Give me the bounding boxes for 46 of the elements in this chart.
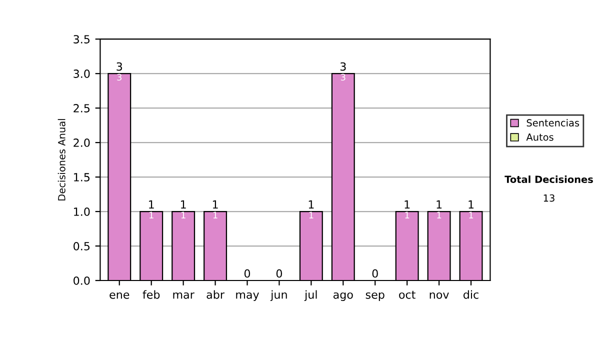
x-tick-label: jul: [304, 290, 317, 301]
y-tick-label: 1.5: [74, 173, 90, 182]
y-tick-label: 2.5: [74, 104, 90, 112]
data-label: 1: [405, 212, 410, 218]
data-label: 1: [213, 212, 218, 218]
legend-label: Autos: [526, 134, 554, 141]
total-label: 1: [404, 200, 410, 209]
total-label: 1: [149, 200, 154, 209]
x-tick-label: may: [236, 292, 260, 301]
x-tick-label: nov: [430, 292, 449, 299]
y-tick-label: 3.5: [74, 35, 90, 44]
data-label: 1: [149, 212, 154, 218]
data-label: 1: [309, 212, 314, 218]
x-tick-label: abr: [206, 290, 224, 299]
x-tick-label: ene: [110, 292, 130, 299]
y-tick-label: 1.0: [74, 208, 90, 216]
total-label: 3: [116, 62, 122, 71]
total-label: 1: [308, 200, 314, 209]
x-tick-label: oct: [399, 290, 416, 299]
x-tick-label: dic: [464, 290, 478, 299]
total-label: 0: [276, 269, 282, 278]
total-label: 1: [212, 200, 218, 209]
total-label: 1: [468, 200, 474, 209]
x-tick-label: mar: [173, 292, 194, 299]
total-label: 1: [436, 200, 442, 209]
y-tick-label: 3.0: [74, 70, 90, 78]
data-label: 3: [117, 74, 122, 81]
text: Total Decisiones: [504, 175, 593, 184]
legend-label: Sentencias: [526, 118, 580, 127]
data-label: 1: [469, 212, 474, 218]
y-tick-label: 2.0: [74, 138, 90, 147]
total-label: 1: [181, 200, 186, 209]
data-label: 1: [181, 212, 186, 218]
x-tick-label: jun: [270, 290, 287, 301]
text: 13: [544, 194, 554, 202]
total-label: 0: [244, 269, 250, 278]
x-tick-label: ago: [333, 292, 353, 301]
data-label: 1: [437, 212, 442, 218]
x-tick-label: sep: [366, 292, 384, 301]
total-label: 0: [372, 269, 378, 278]
y-axis-title: Decisiones Anual: [58, 119, 66, 200]
total-label: 3: [340, 62, 346, 71]
x-tick-label: feb: [142, 290, 160, 299]
y-tick-label: 0.5: [74, 242, 90, 250]
y-tick-label: 0.0: [74, 276, 90, 285]
data-label: 3: [340, 74, 346, 81]
